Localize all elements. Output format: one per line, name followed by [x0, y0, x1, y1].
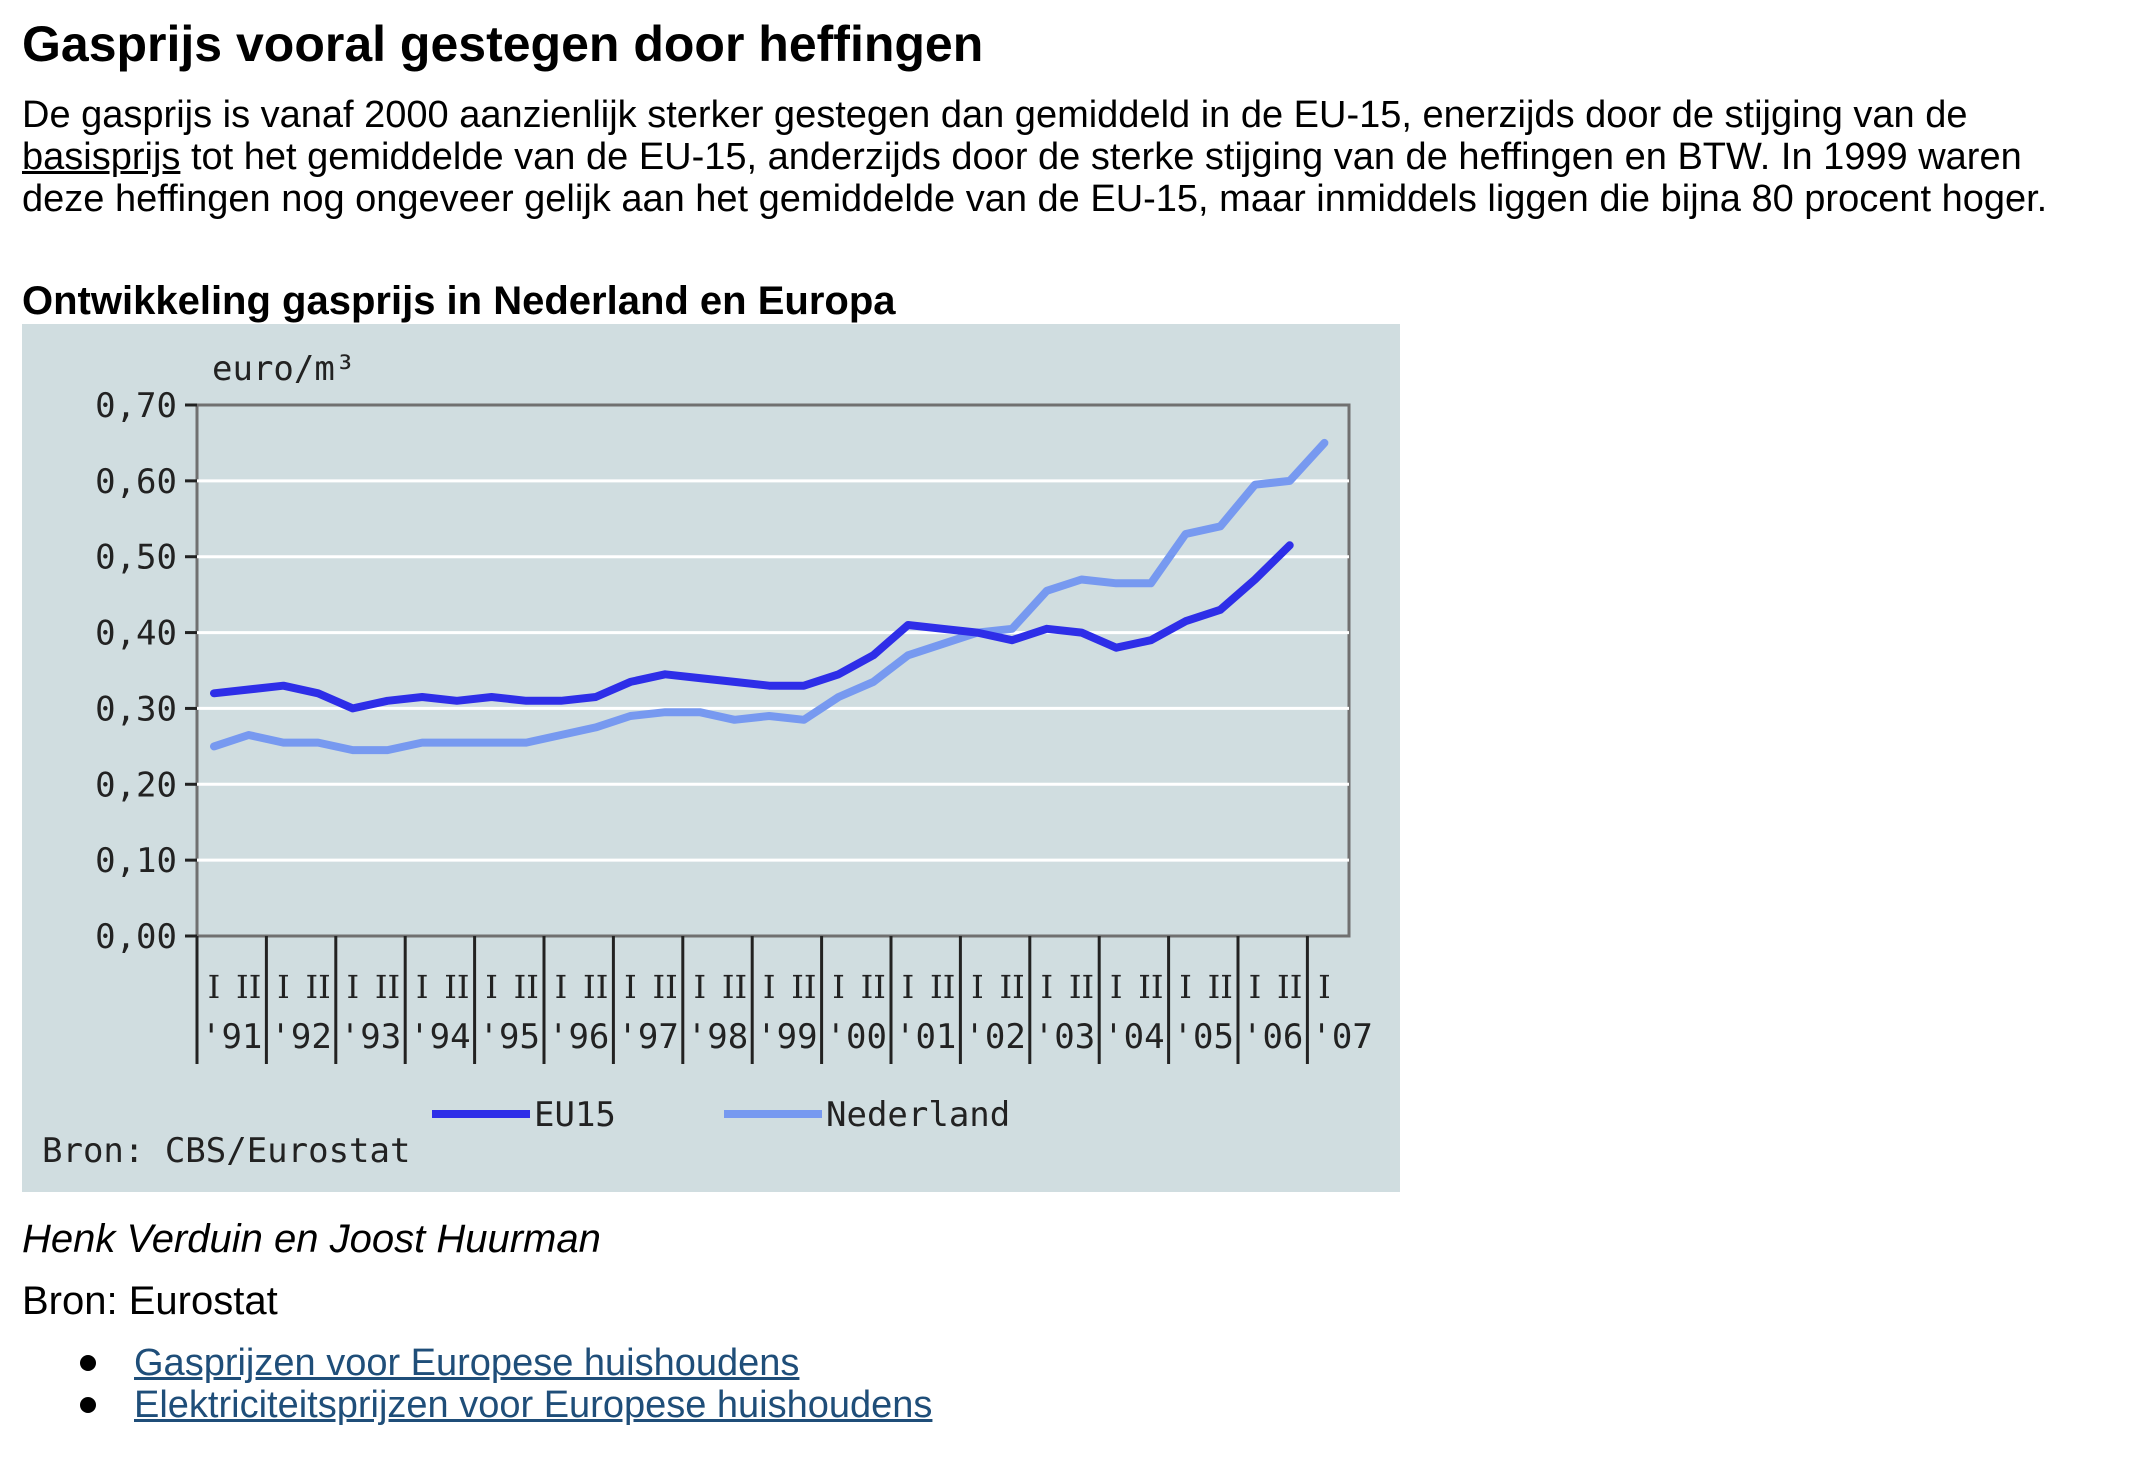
- x-semester-label: II: [444, 968, 469, 1006]
- x-semester-label: I: [1318, 968, 1331, 1006]
- intro-text-end: tot het gemiddelde van de EU-15, anderzi…: [22, 136, 2048, 220]
- page-title: Gasprijs vooral gestegen door heffingen: [22, 16, 984, 72]
- y-axis-unit-label: euro/m³: [212, 349, 355, 389]
- x-year-label: '03: [1034, 1017, 1095, 1057]
- x-semester-label: II: [791, 968, 816, 1006]
- y-tick-label: 0,20: [95, 765, 177, 805]
- author-line: Henk Verduin en Joost Huurman: [22, 1217, 601, 1261]
- bullet-icon: [80, 1397, 96, 1413]
- x-year-label: '92: [270, 1017, 331, 1057]
- x-year-label: '96: [548, 1017, 609, 1057]
- x-semester-label: II: [583, 968, 608, 1006]
- link-gas-prices[interactable]: Gasprijzen voor Europese huishoudens: [134, 1342, 800, 1384]
- x-semester-label: I: [832, 968, 845, 1006]
- y-tick-label: 0,50: [95, 538, 177, 578]
- x-semester-label: I: [1179, 968, 1192, 1006]
- intro-paragraph: De gasprijs is vanaf 2000 aanzienlijk st…: [22, 94, 2082, 220]
- legend: EU15 Nederland: [432, 1095, 1010, 1135]
- bullet-icon: [80, 1355, 96, 1371]
- x-semester-label: I: [1249, 968, 1262, 1006]
- legend-label-nederland: Nederland: [826, 1095, 1010, 1135]
- x-year-label: '94: [409, 1017, 470, 1057]
- link-electricity-prices[interactable]: Elektriciteitsprijzen voor Europese huis…: [134, 1384, 933, 1426]
- nederland-line: [210, 438, 1329, 755]
- x-semester-label: II: [514, 968, 539, 1006]
- x-semester-label: I: [416, 968, 429, 1006]
- list-item: Elektriciteitsprijzen voor Europese huis…: [22, 1384, 932, 1426]
- x-semester-label: I: [902, 968, 915, 1006]
- x-semester-label: II: [1208, 968, 1233, 1006]
- x-semester-label: I: [1040, 968, 1053, 1006]
- eu15-line: [210, 541, 1294, 713]
- legend-label-eu15: EU15: [534, 1095, 616, 1135]
- x-year-label: '97: [617, 1017, 678, 1057]
- x-semester-label: II: [1277, 968, 1302, 1006]
- x-year-label: '07: [1311, 1017, 1372, 1057]
- x-semester-label: II: [1138, 968, 1163, 1006]
- related-links: Gasprijzen voor Europese huishoudens Ele…: [22, 1342, 932, 1426]
- gas-price-chart: 0,000,100,200,300,400,500,600,70I II I II I I…: [42, 349, 1373, 1171]
- list-item: Gasprijzen voor Europese huishoudens: [22, 1342, 932, 1384]
- x-year-label: '98: [687, 1017, 748, 1057]
- basisprijs-link[interactable]: basisprijs: [22, 136, 181, 178]
- x-year-label: '95: [479, 1017, 540, 1057]
- plot-area: [195, 403, 1351, 938]
- y-tick-label: 0,30: [95, 689, 177, 729]
- y-tick-label: 0,60: [95, 462, 177, 502]
- x-semester-label: II: [305, 968, 330, 1006]
- x-year-label: '91: [201, 1017, 262, 1057]
- x-semester-label: I: [208, 968, 221, 1006]
- x-semester-label: I: [971, 968, 984, 1006]
- x-semester-label: I: [763, 968, 776, 1006]
- x-semester-label: I: [693, 968, 706, 1006]
- x-semester-label: II: [999, 968, 1024, 1006]
- grid-lines: [197, 479, 1349, 862]
- x-semester-label: I: [624, 968, 637, 1006]
- x-year-label: '99: [756, 1017, 817, 1057]
- source-line: Bron: Eurostat: [22, 1279, 278, 1323]
- y-tick-label: 0,70: [95, 386, 177, 426]
- x-semester-label: I: [555, 968, 568, 1006]
- axes: 0,000,100,200,300,400,500,600,70I II I II I I…: [95, 386, 1373, 1064]
- intro-text-start: De gasprijs is vanaf 2000 aanzienlijk st…: [22, 94, 1968, 136]
- data-series: [210, 438, 1329, 755]
- y-tick-label: 0,00: [95, 917, 177, 957]
- x-year-label: '93: [340, 1017, 401, 1057]
- x-semester-label: I: [346, 968, 359, 1006]
- x-semester-label: II: [861, 968, 886, 1006]
- x-year-label: '00: [826, 1017, 887, 1057]
- y-tick-label: 0,40: [95, 614, 177, 654]
- chart-source-note: Bron: CBS/Eurostat: [42, 1131, 410, 1171]
- x-semester-label: II: [722, 968, 747, 1006]
- x-semester-label: I: [277, 968, 290, 1006]
- chart-heading: Ontwikkeling gasprijs in Nederland en Eu…: [22, 279, 896, 323]
- x-year-label: '01: [895, 1017, 956, 1057]
- y-tick-label: 0,10: [95, 841, 177, 881]
- chart-panel: 0,00 0,10 0,20 0,30 0,40 0,50 0,60 0,70 I II I II I I…: [22, 324, 1400, 1192]
- x-semester-label: II: [1069, 968, 1094, 1006]
- x-semester-label: II: [375, 968, 400, 1006]
- x-year-label: '02: [964, 1017, 1025, 1057]
- x-semester-label: I: [485, 968, 498, 1006]
- x-year-label: '04: [1103, 1017, 1164, 1057]
- x-semester-label: II: [930, 968, 955, 1006]
- x-semester-label: I: [1110, 968, 1123, 1006]
- x-year-label: '06: [1242, 1017, 1303, 1057]
- x-semester-label: II: [652, 968, 677, 1006]
- x-semester-label: II: [236, 968, 261, 1006]
- x-year-label: '05: [1173, 1017, 1234, 1057]
